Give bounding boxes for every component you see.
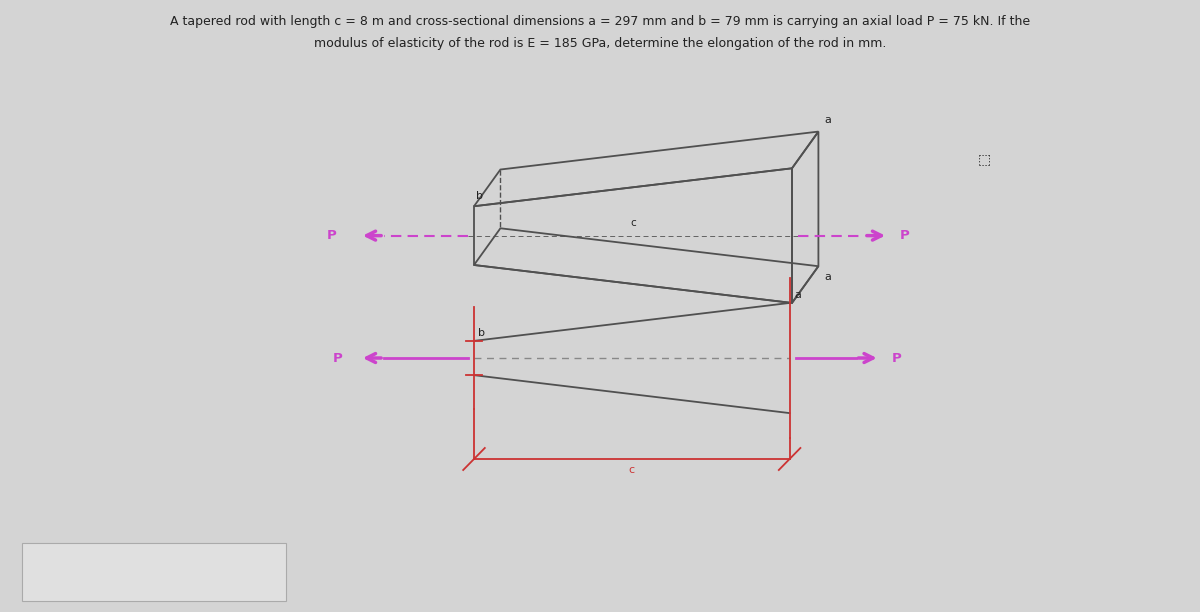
Text: ⬚: ⬚ — [978, 152, 990, 166]
Text: P: P — [900, 229, 910, 242]
FancyBboxPatch shape — [22, 543, 286, 601]
Text: c: c — [630, 218, 636, 228]
Text: c: c — [629, 465, 635, 475]
Text: b: b — [478, 328, 485, 338]
Text: a: a — [824, 116, 832, 125]
Text: a: a — [794, 290, 802, 300]
Text: b: b — [476, 192, 484, 201]
Text: a: a — [824, 272, 832, 282]
Text: P: P — [326, 229, 336, 242]
Text: P: P — [892, 351, 901, 365]
Text: A tapered rod with length c = 8 m and cross-sectional dimensions a = 297 mm and : A tapered rod with length c = 8 m and cr… — [170, 15, 1030, 28]
Text: P: P — [332, 351, 342, 365]
Text: modulus of elasticity of the rod is E = 185 GPa, determine the elongation of the: modulus of elasticity of the rod is E = … — [314, 37, 886, 50]
